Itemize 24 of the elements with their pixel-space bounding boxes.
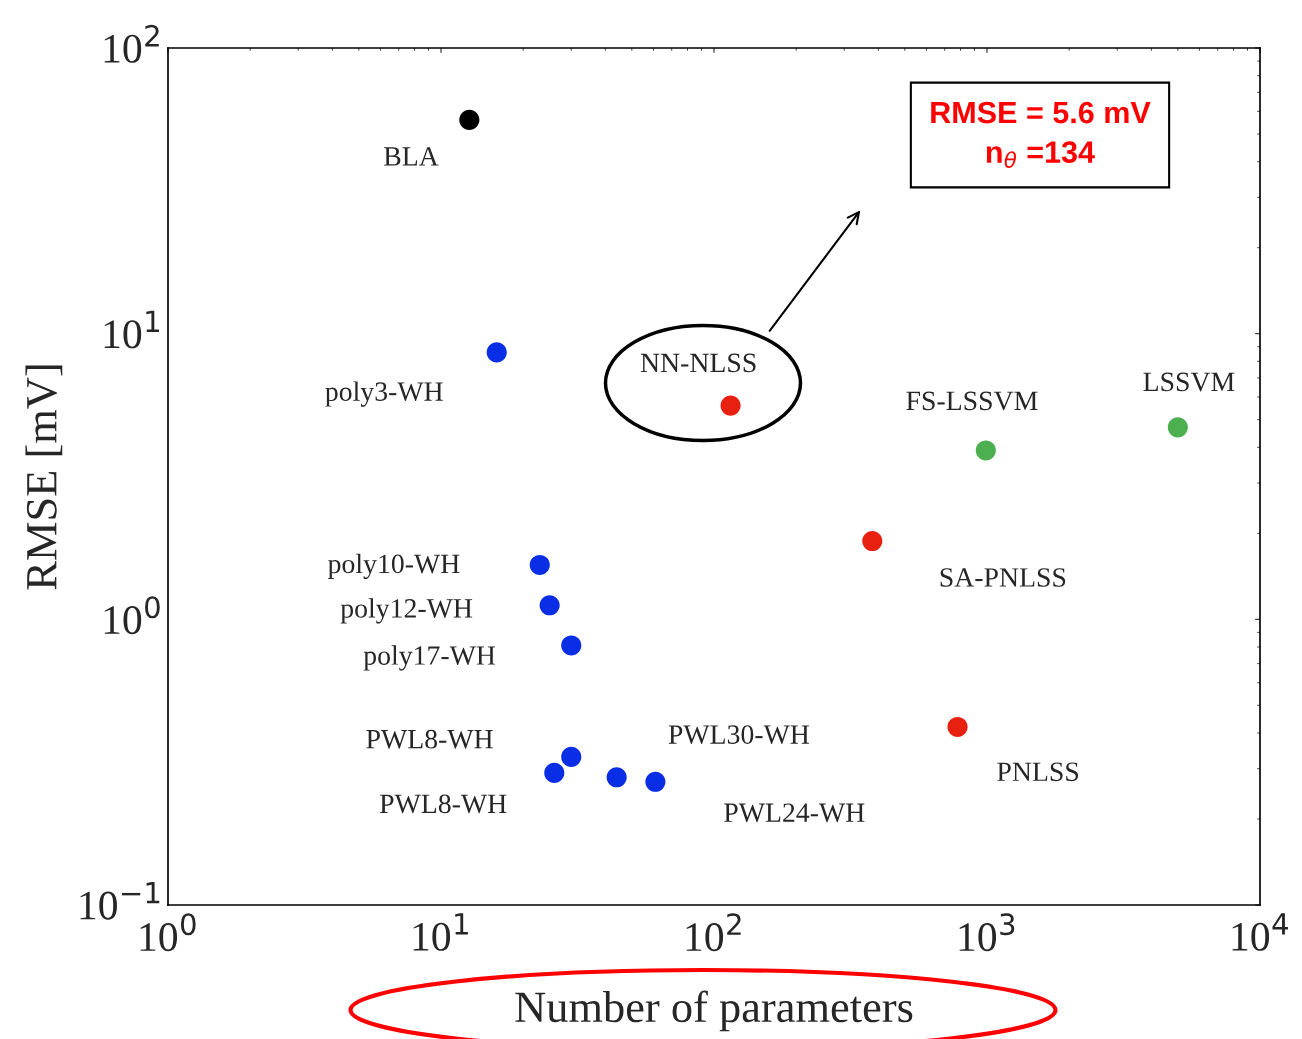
x-axis-title: Number of parameters	[515, 990, 913, 1032]
x-tick-label: 10$^{1}$	[413, 913, 468, 951]
annotation: PNLSS	[997, 762, 1079, 782]
x-tick-label: 10$^{2}$	[686, 913, 741, 952]
y-tick-label: 10$^{0}$	[104, 596, 160, 635]
annotation: poly3-WH	[325, 381, 443, 407]
annotation: FS-LSSVM	[906, 391, 1038, 411]
y-axis-title: RMSE [mV]	[25, 365, 63, 590]
x-tick-label: 10$^{3}$	[959, 913, 1015, 952]
annotation: poly10-WH	[328, 553, 460, 579]
annotation: SA-PNLSS	[940, 568, 1066, 587]
annotation: RMSE = 5.6 mV n$_{θ}$ =134	[931, 101, 1151, 168]
annotation: PWL30-WH	[668, 725, 810, 745]
annotation: PWL24-WH	[724, 803, 865, 823]
annotation: poly17-WH	[363, 645, 496, 671]
annotation: NN-NLSS	[640, 353, 756, 373]
annotation: PWL8-WH	[366, 729, 493, 749]
annotation: LSSVM	[1143, 372, 1235, 392]
y-tick-label: 10$^{2}$	[104, 24, 159, 63]
annotation: poly12-WH	[340, 598, 473, 624]
annotation: BLA	[384, 147, 439, 166]
annotation: PWL8-WH	[379, 794, 507, 814]
y-tick-label: 10$^{1}$	[104, 310, 159, 349]
x-tick-label: 10$^{4}$	[1232, 913, 1288, 951]
